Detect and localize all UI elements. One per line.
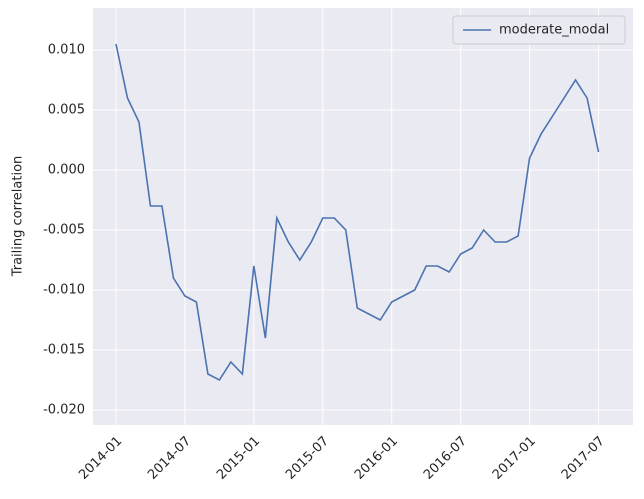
x-tick-label: 2017-07 xyxy=(559,434,608,483)
x-tick-label: 2014-07 xyxy=(145,434,194,483)
x-tick-label: 2014-01 xyxy=(76,434,125,483)
x-tick-label: 2016-07 xyxy=(421,434,470,483)
y-tick-label: 0.010 xyxy=(48,43,85,58)
y-axis-label: Trailing correlation xyxy=(11,156,26,278)
legend-box xyxy=(452,15,626,45)
x-tick-label: 2015-07 xyxy=(283,434,332,483)
y-tick-label: -0.015 xyxy=(43,343,85,358)
y-tick-label: -0.005 xyxy=(43,223,85,238)
y-tick-label: 0.005 xyxy=(48,103,85,118)
data-line xyxy=(115,43,600,382)
y-tick-label: -0.010 xyxy=(43,283,85,298)
x-tick-label: 2017-01 xyxy=(490,434,539,483)
y-tick-label: 0.000 xyxy=(48,163,85,178)
plot-area xyxy=(93,8,633,425)
x-tick-label: 2015-01 xyxy=(214,434,263,483)
y-tick-label: -0.020 xyxy=(43,403,85,418)
x-tick-label: 2016-01 xyxy=(352,434,401,483)
legend-label: moderate_modal xyxy=(499,23,609,38)
